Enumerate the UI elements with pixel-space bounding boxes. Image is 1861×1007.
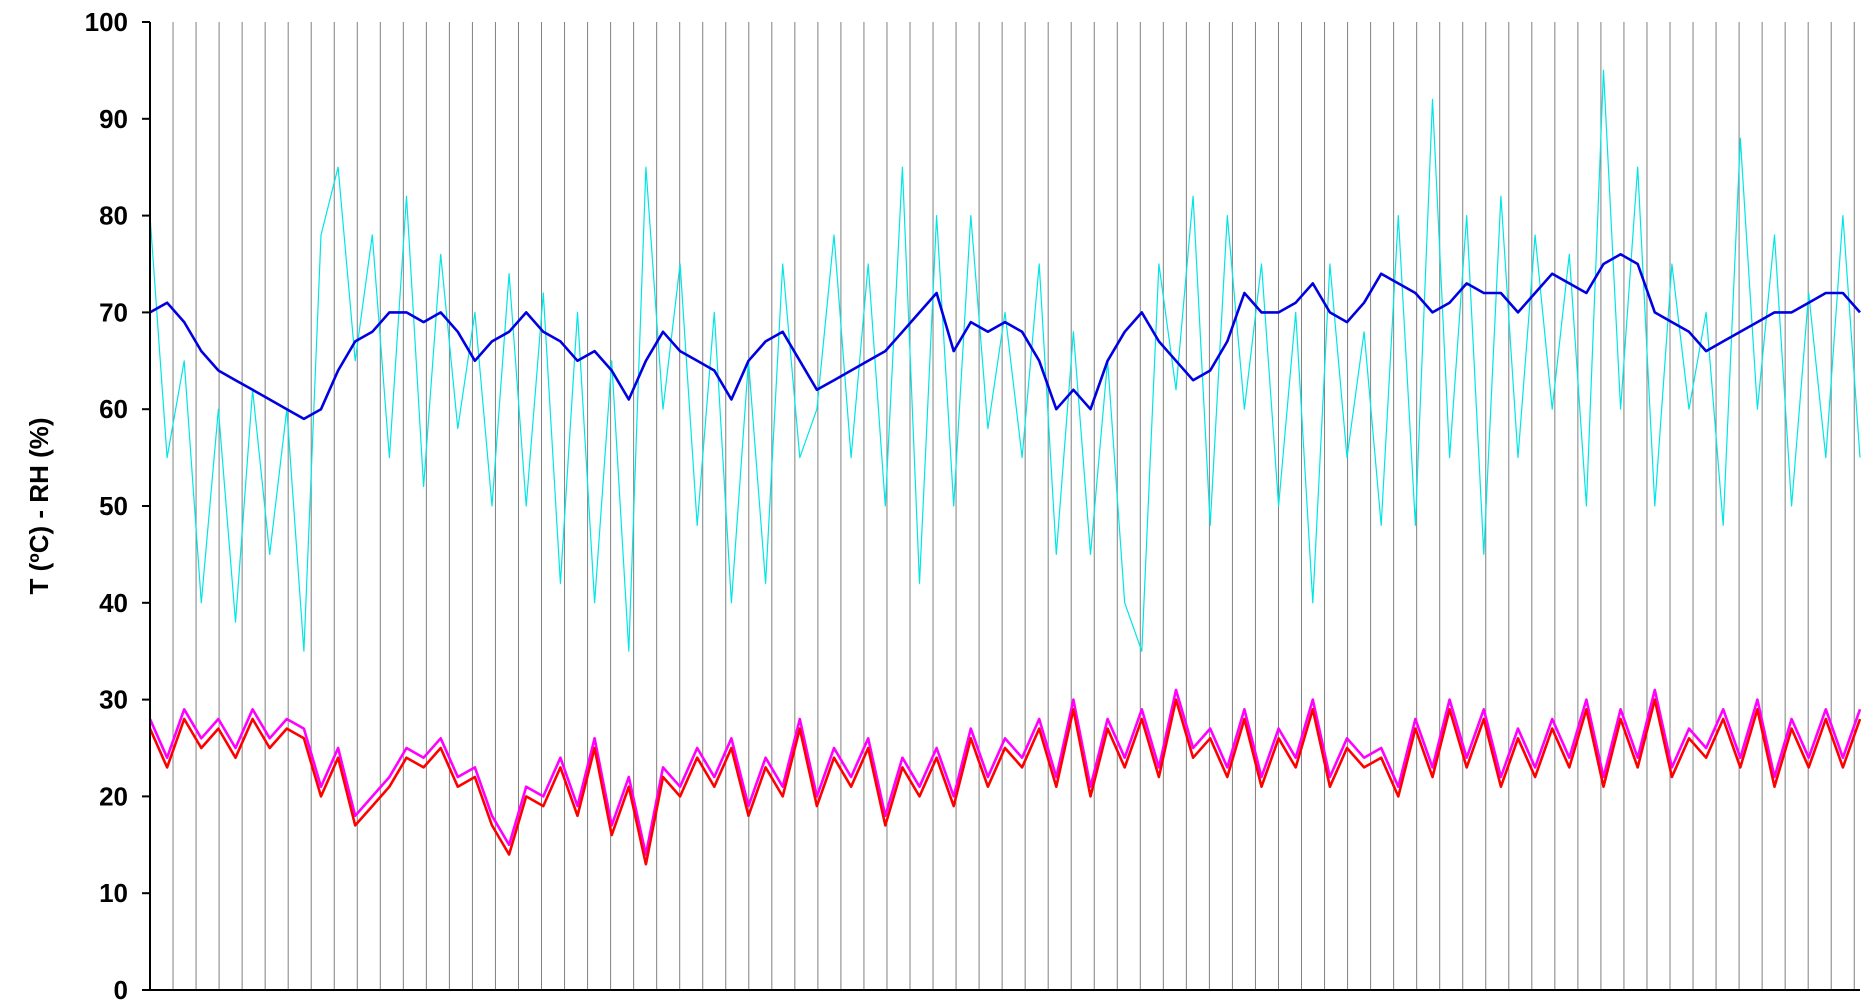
y-axis-title: T (ºC) - RH (%) — [24, 417, 54, 594]
series-line-1 — [149, 69, 1861, 652]
y-tick-label: 0 — [114, 975, 128, 1005]
plot-area — [150, 22, 1860, 990]
series-line-3 — [148, 688, 1861, 856]
vertical-gridlines — [172, 22, 1855, 990]
y-tick-label: 70 — [99, 297, 128, 327]
y-tick-label: 60 — [99, 394, 128, 424]
y-tick-label: 50 — [99, 491, 128, 521]
series-line-2 — [149, 253, 1861, 421]
y-tick-label: 100 — [85, 7, 128, 37]
y-tick-label: 30 — [99, 685, 128, 715]
y-tick-label: 10 — [99, 878, 128, 908]
y-tick-label: 40 — [99, 588, 128, 618]
y-tick-label: 90 — [99, 104, 128, 134]
series-group — [148, 69, 1861, 866]
y-tick-label: 80 — [99, 201, 128, 231]
series-line-4 — [148, 698, 1861, 866]
axes — [142, 21, 1860, 991]
y-tick-labels: 0 10 20 30 40 50 60 70 80 90 100 — [85, 7, 128, 1005]
y-tick-label: 20 — [99, 781, 128, 811]
